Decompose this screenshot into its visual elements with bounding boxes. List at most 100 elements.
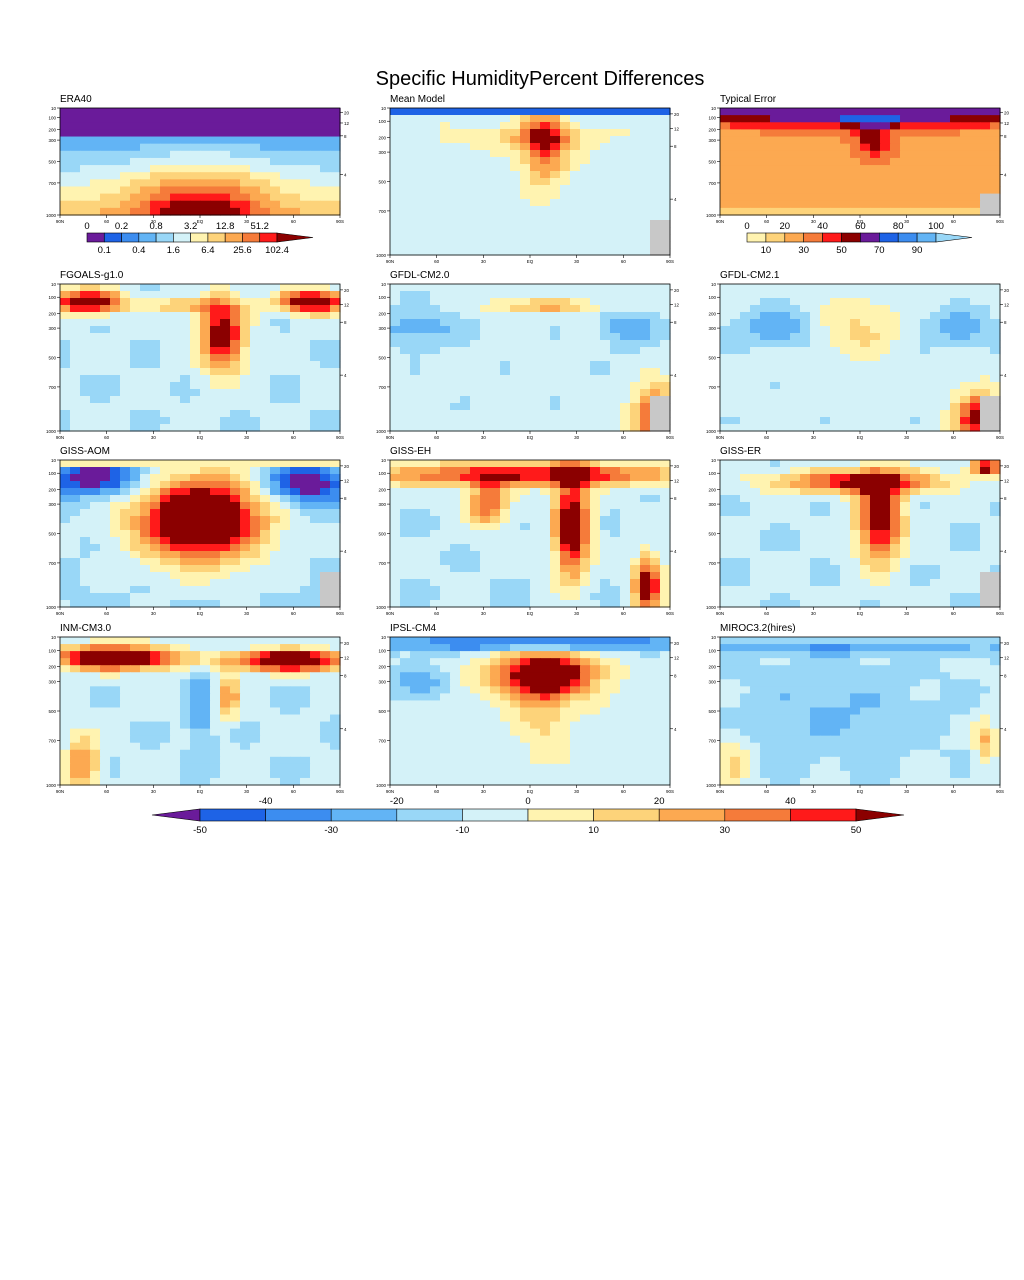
field-cell xyxy=(260,460,271,468)
field-cell xyxy=(220,523,231,531)
field-cell xyxy=(970,298,981,306)
field-cell xyxy=(190,115,201,123)
field-cell xyxy=(650,551,661,559)
field-cell xyxy=(210,298,221,306)
field-cell xyxy=(720,389,731,397)
field-cell xyxy=(110,122,121,130)
field-cell xyxy=(200,593,211,601)
field-cell xyxy=(830,347,841,355)
field-cell xyxy=(110,368,121,376)
field-cell xyxy=(320,368,331,376)
field-cell xyxy=(810,460,821,468)
field-cell xyxy=(990,200,1001,209)
field-cell xyxy=(640,600,651,608)
field-cell xyxy=(270,319,281,327)
field-cell xyxy=(890,354,901,362)
field-cell xyxy=(60,600,71,608)
field-cell xyxy=(590,227,601,235)
field-cell xyxy=(260,165,271,173)
field-cell xyxy=(640,199,651,207)
field-cell xyxy=(140,305,151,313)
field-cell xyxy=(850,291,861,299)
field-cell xyxy=(810,403,821,411)
field-cell xyxy=(450,115,461,123)
field-cell xyxy=(460,375,471,383)
field-cell xyxy=(600,136,611,144)
field-cell xyxy=(580,354,591,362)
field-cell xyxy=(500,234,511,242)
field-cell xyxy=(320,333,331,341)
field-cell xyxy=(220,136,231,145)
field-cell xyxy=(640,565,651,573)
field-cell xyxy=(870,186,881,195)
field-cell xyxy=(890,319,901,327)
field-cell xyxy=(60,347,71,355)
field-cell xyxy=(480,375,491,383)
field-cell xyxy=(620,396,631,404)
field-cell xyxy=(970,165,981,173)
field-cell xyxy=(840,375,851,383)
field-cell xyxy=(890,530,901,538)
field-cell xyxy=(660,488,671,496)
field-cell xyxy=(940,340,951,348)
field-cell xyxy=(440,164,451,172)
field-cell xyxy=(100,368,111,376)
field-cell xyxy=(600,248,611,256)
field-cell xyxy=(830,150,841,159)
field-cell xyxy=(640,516,651,524)
field-cell xyxy=(530,579,541,587)
field-cell xyxy=(640,319,651,327)
field-cell xyxy=(480,115,491,123)
field-cell xyxy=(960,312,971,320)
field-cell xyxy=(660,150,671,158)
field-cell xyxy=(500,565,511,573)
field-cell xyxy=(550,410,561,418)
field-cell xyxy=(740,200,751,209)
field-cell xyxy=(540,171,551,179)
field-cell xyxy=(560,136,571,144)
field-cell xyxy=(960,467,971,475)
field-cell xyxy=(400,333,411,341)
field-cell xyxy=(100,593,111,601)
field-cell xyxy=(510,248,521,256)
field-cell xyxy=(540,424,551,432)
field-cell xyxy=(530,354,541,362)
field-cell xyxy=(490,199,501,207)
field-cell xyxy=(590,143,601,151)
field-cell xyxy=(570,185,581,193)
field-cell xyxy=(410,213,421,221)
field-cell xyxy=(210,319,221,327)
field-cell xyxy=(720,200,731,209)
field-cell xyxy=(200,361,211,369)
field-cell xyxy=(920,354,931,362)
field-cell xyxy=(850,340,861,348)
field-cell xyxy=(170,417,181,425)
field-cell xyxy=(90,382,101,390)
field-cell xyxy=(610,551,621,559)
left-tick-label: 200 xyxy=(378,135,386,140)
field-cell xyxy=(260,558,271,566)
field-cell xyxy=(60,108,71,116)
field-cell xyxy=(550,523,561,531)
field-cell xyxy=(470,298,481,306)
field-cell xyxy=(490,291,501,299)
field-cell xyxy=(90,424,101,432)
field-cell xyxy=(60,284,71,292)
field-cell xyxy=(290,284,301,292)
field-cell xyxy=(330,368,341,376)
field-cell xyxy=(520,319,531,327)
field-cell xyxy=(280,361,291,369)
field-cell xyxy=(310,136,321,145)
field-cell xyxy=(420,150,431,158)
field-cell xyxy=(950,305,961,313)
field-cell xyxy=(590,312,601,320)
field-cell xyxy=(120,340,131,348)
field-cell xyxy=(500,220,511,228)
field-cell xyxy=(280,488,291,496)
field-cell xyxy=(590,382,601,390)
field-cell xyxy=(640,129,651,137)
field-cell xyxy=(760,530,771,538)
field-cell xyxy=(820,474,831,482)
field-cell xyxy=(330,291,341,299)
field-cell xyxy=(480,354,491,362)
